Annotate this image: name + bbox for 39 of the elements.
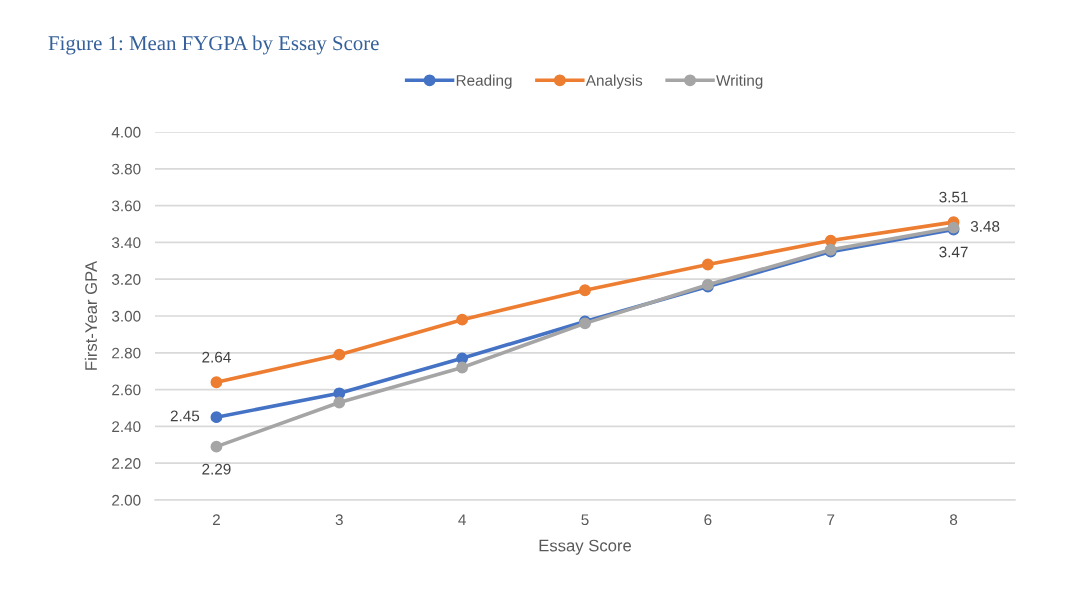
point <box>456 361 469 374</box>
y-tick-label: 3.60 <box>111 200 141 212</box>
point <box>210 440 223 453</box>
x-axis-title: Essay Score <box>539 539 632 555</box>
y-tick-label: 2.00 <box>112 494 141 506</box>
x-tick-label: 6 <box>704 514 712 526</box>
x-tick-label: 3 <box>335 514 343 526</box>
legend-label: Reading <box>456 74 512 89</box>
y-tick-label: 4.00 <box>111 126 141 138</box>
y-tick-label: 3.00 <box>111 310 141 322</box>
x-tick-label: 2 <box>212 514 220 525</box>
point <box>333 348 346 361</box>
data-label: 2.29 <box>202 463 231 475</box>
y-tick-label: 3.20 <box>111 274 141 285</box>
data-label: 3.51 <box>939 191 968 203</box>
chart-title: Figure 1: Mean FYGPA by Essay Score <box>48 35 379 55</box>
y-tick-label: 2.40 <box>112 421 141 433</box>
x-tick-label: 7 <box>827 514 835 525</box>
legend-label: Analysis <box>585 74 643 89</box>
point <box>579 284 591 297</box>
point <box>210 411 223 424</box>
data-label: 3.48 <box>970 220 1000 232</box>
y-tick-label: 3.40 <box>111 237 141 249</box>
y-tick-label: 2.80 <box>112 347 141 359</box>
x-tick-label: 5 <box>581 514 589 526</box>
x-tick-label: 4 <box>458 514 466 525</box>
y-tick-label: 3.80 <box>111 163 141 175</box>
legend-label: Writing <box>716 74 763 89</box>
point <box>333 396 346 409</box>
x-tick-label: 8 <box>949 514 958 526</box>
y-tick-label: 2.60 <box>112 384 141 396</box>
point <box>456 313 469 326</box>
y-axis-title: First-Year GPA <box>84 260 97 370</box>
point <box>210 376 223 389</box>
data-label: 2.64 <box>202 351 231 363</box>
data-label: 3.47 <box>939 246 968 258</box>
y-tick-label: 2.20 <box>112 458 141 469</box>
data-label: 2.45 <box>170 410 200 422</box>
point <box>701 258 714 271</box>
